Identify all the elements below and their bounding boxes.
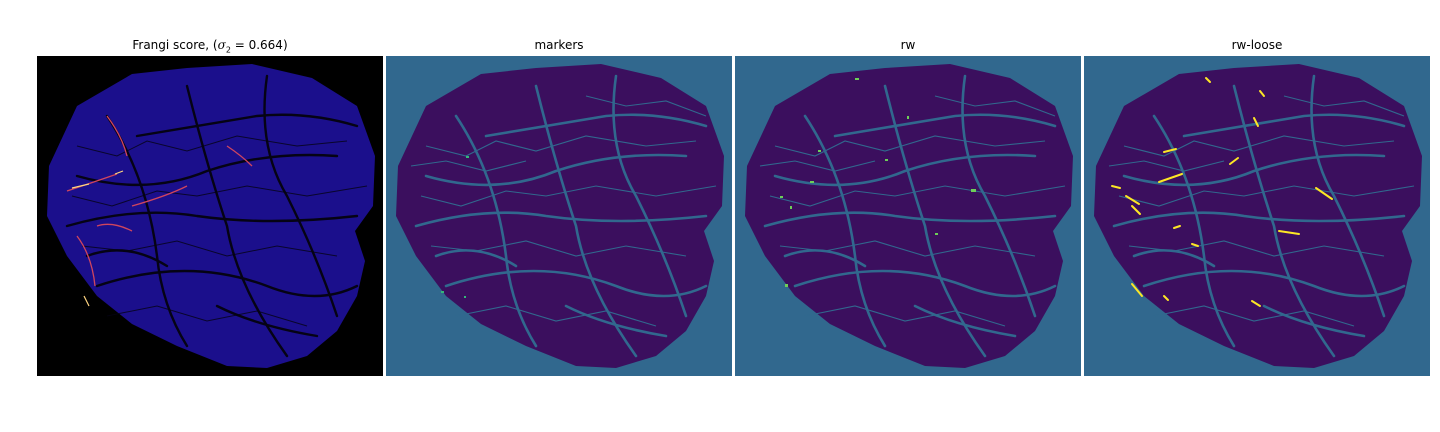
panel-title-rw: rw (900, 38, 916, 52)
panel-title-markers: markers (534, 38, 584, 52)
panel-title-rw-loose: rw-loose (1231, 38, 1283, 52)
tissue-region (1094, 64, 1422, 368)
vessel-highlights (66, 115, 253, 287)
panel-title-frangi: Frangi score, (σ2 = 0.664) (132, 38, 288, 55)
markers-image (386, 56, 732, 376)
panel-frangi-image (37, 56, 383, 376)
loose-segment-highlights (1111, 77, 1333, 307)
tissue-region (745, 64, 1073, 368)
tissue-region (396, 64, 724, 368)
panel-rw-image (735, 56, 1081, 376)
frangi-image (37, 56, 383, 376)
panel-rw-loose-image (1084, 56, 1430, 376)
vein-network (47, 64, 375, 368)
rw-image (735, 56, 1081, 376)
panel-markers-image (386, 56, 732, 376)
rw-loose-image (1084, 56, 1430, 376)
